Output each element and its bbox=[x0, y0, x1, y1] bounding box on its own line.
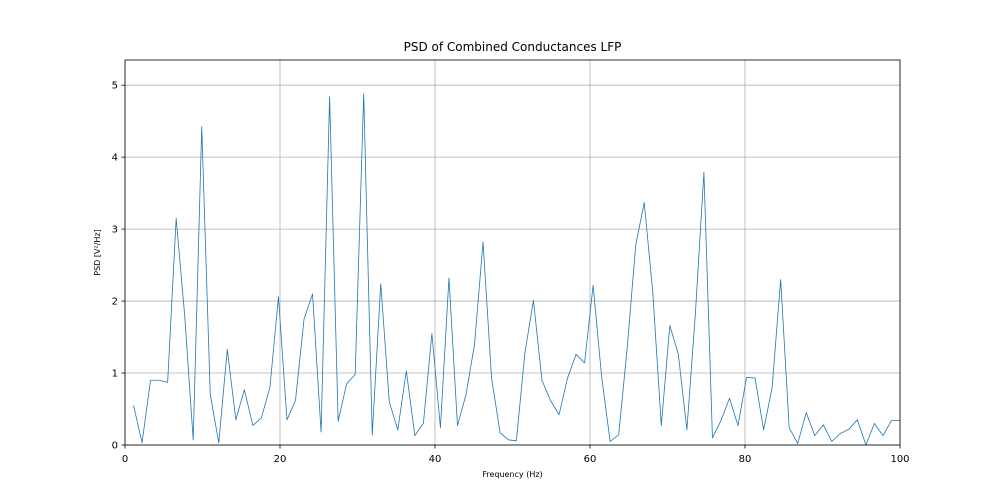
plot-frame bbox=[124, 59, 901, 446]
x-tick-label: 20 bbox=[274, 454, 287, 465]
y-axis-ticks: 0 1 2 3 4 5 bbox=[112, 81, 125, 452]
x-axis-label: Frequency (Hz) bbox=[482, 470, 542, 479]
plot-area bbox=[125, 60, 900, 445]
y-axis-label: PSD [V²/Hz] bbox=[93, 229, 102, 275]
x-tick-label: 0 bbox=[122, 454, 128, 465]
y-tick-label: 0 bbox=[112, 441, 118, 452]
y-tick-label: 2 bbox=[112, 297, 118, 308]
x-tick-label: 80 bbox=[739, 454, 752, 465]
y-tick-label: 1 bbox=[112, 369, 118, 380]
chart-title: PSD of Combined Conductances LFP bbox=[404, 40, 622, 54]
x-tick-label: 60 bbox=[584, 454, 597, 465]
y-tick-label: 5 bbox=[112, 81, 118, 92]
data-points bbox=[133, 93, 901, 446]
x-tick-label: 40 bbox=[429, 454, 442, 465]
x-tick-label: 100 bbox=[890, 454, 909, 465]
y-tick-label: 4 bbox=[112, 153, 118, 164]
y-tick-label: 3 bbox=[112, 225, 118, 236]
x-axis-ticks: 0 20 40 60 80 100 bbox=[122, 445, 910, 465]
